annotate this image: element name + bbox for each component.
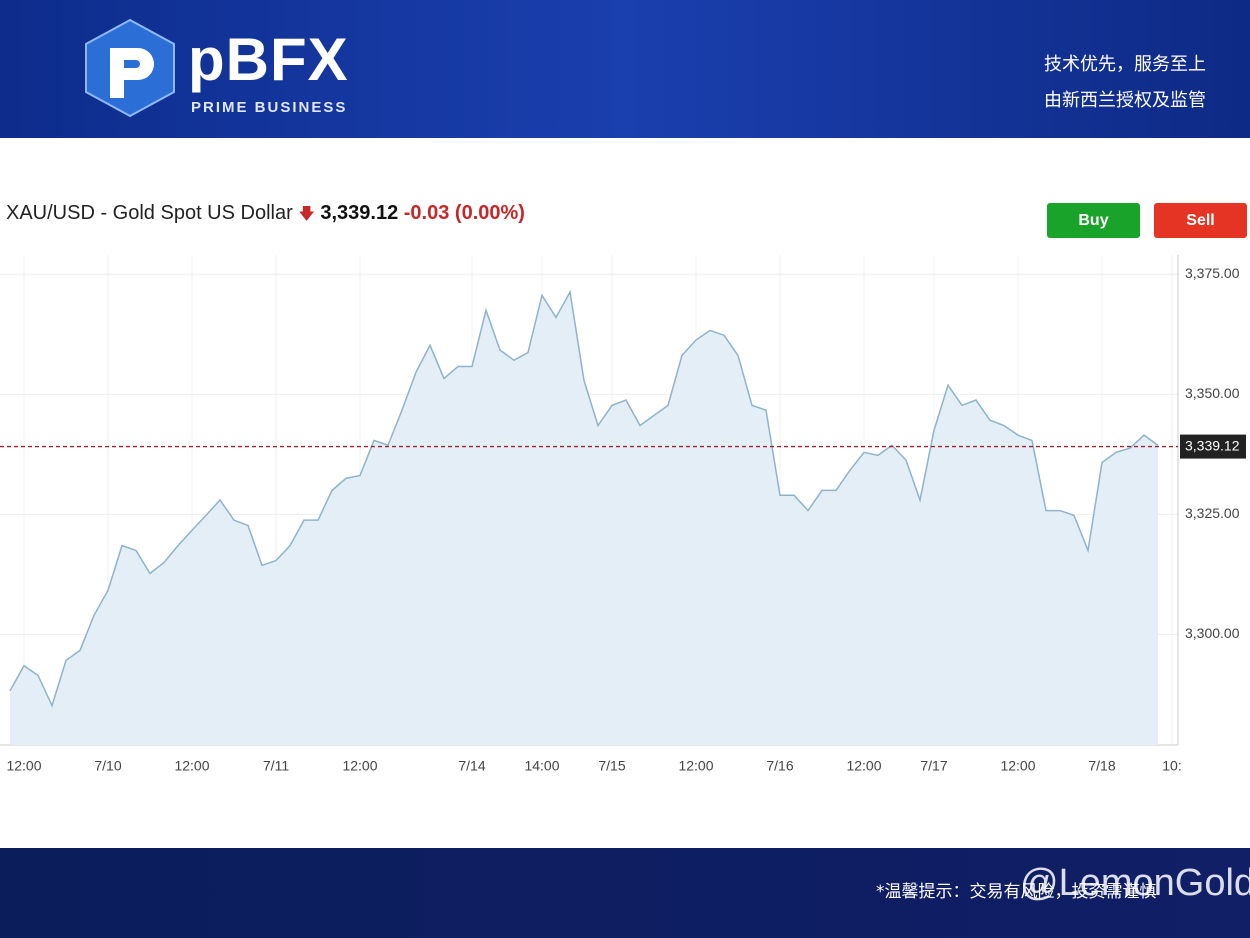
x-tick-label: 12:00	[846, 758, 881, 774]
logo-text: pBFX	[188, 26, 349, 93]
x-tick-label: 7/18	[1088, 758, 1115, 774]
y-tick-label: 3,325.00	[1185, 505, 1240, 521]
x-tick-label: 7/17	[920, 758, 947, 774]
x-tick-label: 12:00	[342, 758, 377, 774]
area-fill	[10, 291, 1158, 745]
symbol: XAU/USD - Gold Spot US Dollar	[6, 202, 293, 224]
sell-button[interactable]: Sell	[1154, 203, 1247, 238]
footer-notice: *温馨提示：交易有风险，投资需谨慎	[876, 882, 1157, 902]
x-tick-label: 12:00	[174, 758, 209, 774]
header: pBFX PRIME BUSINESS 技术优先，服务至上 由新西兰授权及监管	[0, 0, 1250, 138]
price-line	[9, 289, 1159, 708]
x-tick-label: 7/15	[598, 758, 625, 774]
footer	[0, 848, 1250, 938]
x-tick-label: 7/11	[263, 758, 289, 774]
last-price-label: 3,339.12	[1185, 437, 1240, 453]
change-pct: (0.00%)	[454, 202, 525, 224]
x-tick-label: 10:	[1162, 758, 1181, 774]
x-tick-label: 7/14	[458, 758, 485, 774]
buy-button[interactable]: Buy	[1047, 203, 1140, 238]
x-tick-label: 14:00	[524, 758, 559, 774]
y-tick-label: 3,375.00	[1185, 265, 1240, 281]
change: -0.03	[403, 202, 450, 224]
y-tick-label: 3,350.00	[1185, 385, 1240, 401]
logo-subtitle: PRIME BUSINESS	[191, 99, 348, 116]
tagline: 由新西兰授权及监管	[1044, 90, 1206, 111]
chart: 3,300.00 3,325.00 3,350.00 3,375.00 12:00 7/1…	[0, 255, 1246, 774]
x-tick-label: 7/10	[94, 758, 121, 774]
logo-icon	[85, 18, 175, 118]
last-price-box	[1180, 434, 1246, 459]
y-tick-label: 3,300.00	[1185, 625, 1240, 641]
x-tick-label: 7/16	[766, 758, 793, 774]
price: 3,339.12	[320, 202, 399, 224]
tagline: 技术优先，服务至上	[1044, 54, 1206, 75]
x-tick-label: 12:00	[1000, 758, 1035, 774]
watermark: @LemonGold	[1020, 862, 1250, 904]
quote: XAU/USD - Gold Spot US Dollar 🡇 3,339.12…	[6, 202, 525, 224]
x-tick-label: 12:00	[678, 758, 713, 774]
x-tick-label: 12:00	[6, 758, 41, 774]
